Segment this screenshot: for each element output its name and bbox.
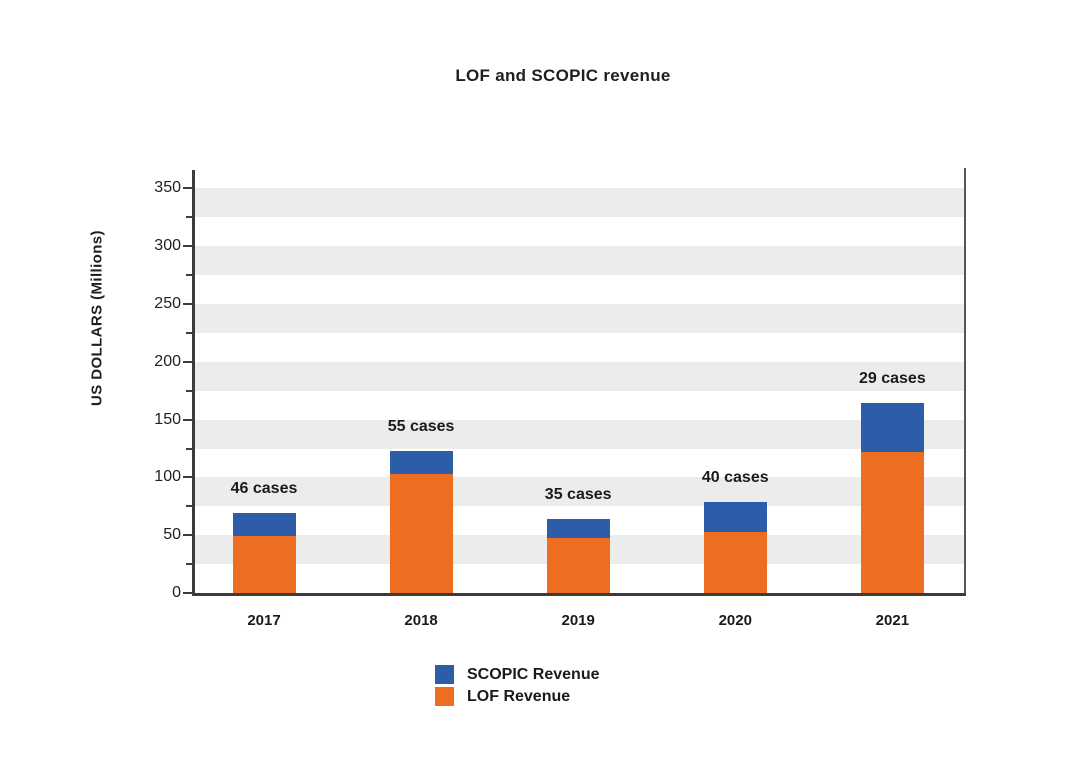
- bar-segment-2020-scopic-revenue: [703, 501, 767, 532]
- plot-right-border: [964, 168, 966, 593]
- legend-label: LOF Revenue: [467, 687, 571, 705]
- y-tick: [183, 418, 192, 421]
- plot-area: 46 cases 55 cases 35 cases 40 cases 29 cases: [195, 170, 966, 593]
- bar-segment-2019-lof-revenue: [546, 537, 610, 593]
- y-tick-label: 150: [154, 410, 181, 428]
- legend-item-lof-revenue: LOF Revenue: [435, 687, 599, 706]
- annotation-2021: 29 cases: [858, 370, 926, 388]
- y-tick-label: 200: [154, 352, 181, 370]
- y-tick: [186, 563, 192, 566]
- y-tick: [183, 245, 192, 248]
- bar-segment-2021-scopic-revenue: [860, 403, 924, 452]
- y-tick-label: 250: [154, 295, 181, 313]
- y-tick: [183, 534, 192, 537]
- x-label-2020: 2020: [718, 612, 752, 629]
- y-tick: [186, 389, 192, 392]
- x-label-2019: 2019: [561, 612, 595, 629]
- bar-segment-2017-lof-revenue: [232, 536, 296, 593]
- y-tick: [186, 447, 192, 450]
- y-tick-label: 300: [154, 237, 181, 255]
- legend-label: SCOPIC Revenue: [467, 665, 600, 683]
- y-tick: [183, 187, 192, 190]
- bar-segment-2021-lof-revenue: [860, 452, 924, 593]
- legend-swatch-icon: [435, 665, 454, 684]
- annotation-2018: 55 cases: [387, 417, 455, 435]
- legend-swatch-icon: [435, 687, 454, 706]
- y-tick: [183, 303, 192, 306]
- annotation-2020: 40 cases: [701, 468, 769, 486]
- y-tick: [186, 331, 192, 334]
- bar-segment-2019-scopic-revenue: [546, 519, 610, 538]
- y-tick: [183, 360, 192, 363]
- y-axis-line: [192, 170, 195, 596]
- legend-item-scopic-revenue: SCOPIC Revenue: [435, 665, 599, 684]
- y-tick: [186, 505, 192, 508]
- y-tick-label: 350: [154, 179, 181, 197]
- gridline-band: [195, 419, 966, 449]
- bar-segment-2018-scopic-revenue: [389, 450, 453, 474]
- x-label-2017: 2017: [247, 612, 281, 629]
- y-tick: [186, 216, 192, 219]
- y-tick: [183, 592, 192, 594]
- x-axis-line: [192, 593, 966, 596]
- x-label-2021: 2021: [875, 612, 910, 629]
- chart-title: LOF and SCOPIC revenue: [455, 66, 671, 85]
- y-tick: [183, 476, 192, 479]
- x-label-2018: 2018: [404, 612, 438, 629]
- gridline-band: [195, 188, 966, 218]
- gridline-band: [195, 361, 966, 391]
- bar-segment-2018-lof-revenue: [389, 473, 453, 593]
- annotation-2017: 46 cases: [230, 480, 298, 498]
- legend: SCOPIC Revenue LOF Revenue: [435, 665, 599, 709]
- y-axis-title: US DOLLARS (Millions): [88, 230, 106, 406]
- bar-segment-2020-lof-revenue: [703, 531, 767, 593]
- y-tick-label: 0: [172, 584, 181, 601]
- annotation-2019: 35 cases: [544, 486, 612, 504]
- y-tick-label: 50: [163, 526, 181, 544]
- gridline-band: [195, 304, 966, 333]
- gridline-band: [195, 246, 966, 276]
- y-tick: [186, 274, 192, 277]
- bar-segment-2017-scopic-revenue: [232, 513, 296, 537]
- y-tick-label: 100: [154, 468, 181, 486]
- gridline-band: [195, 477, 966, 507]
